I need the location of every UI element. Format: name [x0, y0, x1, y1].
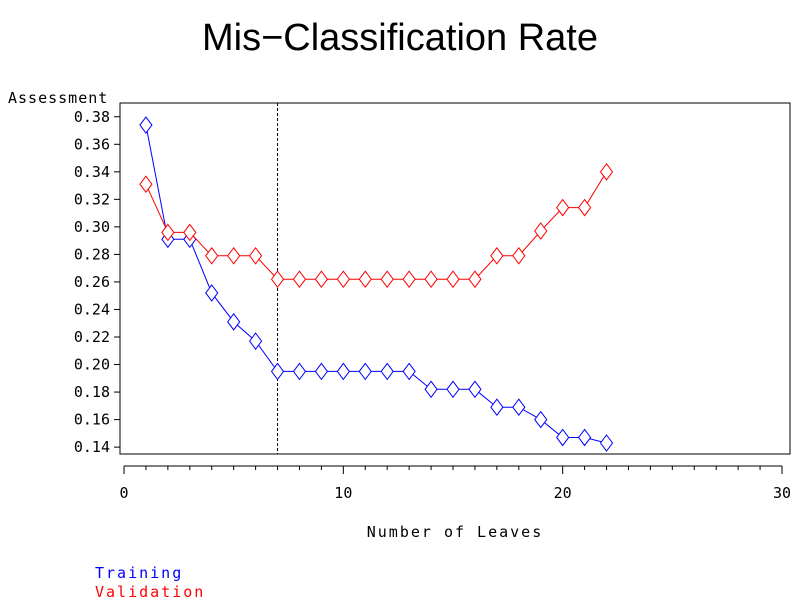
x-tick-label: 10	[334, 484, 352, 502]
series-layer	[139, 116, 614, 452]
data-point	[314, 362, 329, 381]
data-point	[512, 398, 526, 417]
y-tick-label: 0.20	[74, 356, 110, 374]
chart-title: Mis−Classification Rate	[202, 17, 598, 59]
data-point	[205, 284, 219, 302]
y-tick-label: 0.14	[74, 438, 110, 456]
data-point	[248, 246, 263, 265]
y-tick-label: 0.28	[74, 245, 110, 263]
data-point	[490, 246, 504, 265]
data-point	[468, 380, 482, 399]
data-point	[314, 270, 329, 289]
data-point	[336, 270, 350, 289]
data-point	[139, 175, 153, 194]
series-line	[145, 171, 607, 280]
data-point	[599, 162, 614, 181]
data-point	[402, 270, 416, 289]
legend-validation: Validation	[95, 583, 205, 600]
data-point	[446, 270, 460, 289]
y-tick-label: 0.32	[74, 190, 110, 208]
series-validation	[139, 162, 614, 289]
y-tick-label: 0.22	[74, 328, 110, 346]
data-point	[556, 428, 570, 447]
data-point	[358, 362, 372, 381]
y-tick-label: 0.24	[74, 300, 110, 318]
y-tick-label: 0.18	[74, 383, 110, 401]
data-point	[270, 270, 285, 289]
data-point	[534, 410, 548, 429]
data-point	[424, 270, 438, 289]
data-point	[534, 222, 548, 240]
data-point	[358, 270, 372, 289]
data-point	[402, 362, 416, 381]
y-tick-label: 0.16	[74, 411, 110, 429]
data-point	[424, 380, 438, 399]
plot-frame	[119, 102, 791, 455]
data-point	[446, 380, 460, 399]
series-training	[139, 116, 614, 452]
data-point	[577, 428, 592, 447]
data-point	[380, 362, 394, 381]
y-tick-label: 0.38	[74, 108, 110, 126]
data-point	[556, 198, 570, 217]
data-point	[183, 223, 197, 242]
data-point	[139, 116, 153, 134]
x-tick-label: 20	[554, 484, 572, 502]
data-point	[248, 332, 263, 350]
data-point	[292, 270, 307, 289]
x-tick-label: 0	[119, 484, 128, 502]
data-point	[270, 362, 285, 381]
data-point	[336, 362, 350, 381]
x-tick-label: 30	[773, 484, 791, 502]
y-tick-label: 0.34	[74, 163, 110, 181]
data-point	[292, 362, 307, 381]
y-axis: 0.14 0.16 0.18 0.20 0.22 0.24 0.26 0.28 0.30 0.32…	[74, 108, 120, 456]
series-line	[145, 124, 607, 444]
y-tick-label: 0.26	[74, 273, 110, 291]
y-tick-label: 0.30	[74, 218, 110, 236]
data-point	[227, 246, 241, 265]
y-axis-label: Assessment	[8, 89, 108, 107]
data-point	[468, 270, 482, 289]
data-point	[490, 398, 504, 417]
data-point	[380, 270, 394, 289]
data-point	[227, 313, 241, 331]
y-tick-label: 0.36	[74, 135, 110, 153]
data-point	[599, 434, 614, 452]
data-point	[577, 198, 592, 217]
data-point	[512, 246, 526, 265]
data-point	[205, 246, 219, 265]
legend-training: Training	[95, 564, 183, 582]
x-axis: 0 10 20 30	[119, 465, 791, 502]
x-axis-label: Number of Leaves	[367, 523, 544, 541]
data-point	[161, 223, 175, 242]
